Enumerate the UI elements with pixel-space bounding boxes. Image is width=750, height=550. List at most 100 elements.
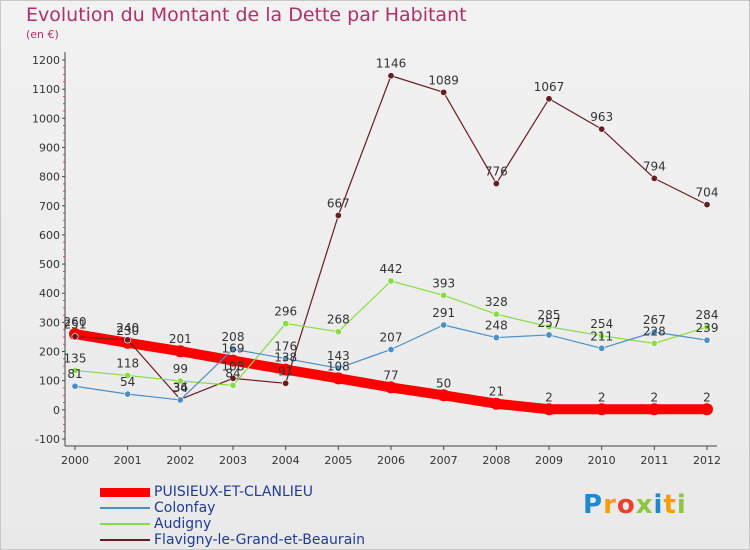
chart-legend: PUISIEUX-ET-CLANLIEU Colonfay Audigny Fl… [100,484,365,548]
data-point-1 [440,321,448,329]
data-point-0 [437,389,450,402]
data-label-0: 260 [64,315,87,329]
data-point-1 [598,344,606,352]
data-label-3: 963 [590,110,613,124]
data-label-1: 176 [274,340,297,354]
y-tick-label: 900 [39,141,60,154]
data-label-2: 268 [327,313,350,327]
y-tick-label: 100 [39,375,60,388]
data-point-0 [227,354,239,367]
data-label-0: 21 [489,385,504,399]
data-label-1: 267 [643,313,666,327]
chart-title: Evolution du Montant de la Dette par Hab… [26,4,467,26]
data-point-2 [598,332,606,340]
data-point-2 [545,323,553,331]
data-point-1 [282,355,290,363]
data-label-1: 248 [485,319,508,333]
y-tick-label: 200 [39,346,60,359]
data-point-1 [124,390,132,398]
data-label-1: 208 [222,330,245,344]
data-label-2: 442 [380,262,403,276]
legend-label-audigny: Audigny [154,516,212,532]
data-label-0: 230 [116,324,139,338]
x-tick-label: 2000 [61,454,89,467]
data-label-0: 2 [651,390,659,404]
legend-item-audigny: Audigny [100,516,365,532]
x-tick-label: 2009 [535,454,563,467]
data-point-3 [492,180,500,188]
data-label-0: 2 [703,390,711,404]
x-tick-label: 2006 [377,454,405,467]
data-label-2: 285 [538,308,561,322]
logo-letter: i [676,490,687,520]
y-tick-label: 1000 [32,112,60,125]
proxiti-logo: Proxiti [583,490,687,520]
data-point-1 [650,328,658,336]
data-label-3: 251 [64,318,87,332]
data-point-3 [598,125,606,133]
data-label-3: 1089 [428,73,459,87]
legend-swatch-flavigny [100,539,150,541]
logo-letter: o [616,490,636,520]
legend-swatch-colonfay [100,507,150,509]
x-tick-label: 2010 [588,454,616,467]
data-label-2: 284 [696,308,719,322]
data-point-3 [387,72,395,80]
data-label-1: 211 [590,329,613,343]
y-tick-label: 1100 [32,83,60,96]
data-label-0: 2 [545,390,553,404]
legend-label-flavigny: Flavigny-le-Grand-et-Beaurain [154,532,366,548]
y-tick-label: 700 [39,200,60,213]
logo-letter: i [653,490,664,520]
data-label-3: 240 [116,321,139,335]
data-point-0 [332,372,345,385]
data-point-2 [282,320,290,328]
data-point-0 [648,403,661,416]
legend-item-puisieux: PUISIEUX-ET-CLANLIEU [100,484,365,500]
data-label-1: 143 [327,349,350,363]
data-point-3 [282,379,290,387]
data-label-1: 34 [173,381,188,395]
x-tick-label: 2001 [114,454,142,467]
data-point-2 [124,371,132,379]
data-point-1 [176,396,184,404]
logo-letter: t [663,490,677,520]
data-point-2 [492,310,500,318]
legend-item-flavigny: Flavigny-le-Grand-et-Beaurain [100,532,365,548]
data-label-1: 81 [67,367,82,381]
data-label-3: 91 [278,364,293,378]
data-label-2: 118 [116,356,139,370]
data-label-0: 138 [274,351,297,365]
x-tick-label: 2004 [272,454,300,467]
data-point-0 [543,403,555,416]
x-tick-label: 2012 [693,454,721,467]
data-point-3 [71,333,79,341]
data-label-1: 54 [120,375,135,389]
data-label-2: 99 [173,362,188,376]
data-label-1: 291 [432,306,455,320]
x-tick-label: 2011 [640,454,668,467]
data-point-0 [385,381,397,394]
y-tick-label: -100 [35,433,60,446]
data-point-0 [490,397,503,410]
data-label-0: 50 [436,376,451,390]
data-label-3: 108 [222,359,245,373]
data-label-1: 239 [696,321,719,335]
data-point-3 [650,174,658,182]
y-tick-label: 300 [39,316,60,329]
data-point-1 [492,334,500,342]
data-point-0 [701,403,713,416]
logo-letter: r [603,490,617,520]
y-tick-label: 1200 [32,54,60,67]
legend-swatch-puisieux [100,487,150,497]
legend-swatch-audigny [100,523,150,525]
y-tick-label: 0 [53,404,60,417]
y-tick-label: 600 [39,229,60,242]
y-tick-label: 800 [39,171,60,184]
data-label-2: 296 [274,305,297,319]
y-tick-label: 500 [39,258,60,271]
x-tick-label: 2003 [219,454,247,467]
data-label-0: 77 [383,368,398,382]
data-point-1 [229,345,237,353]
